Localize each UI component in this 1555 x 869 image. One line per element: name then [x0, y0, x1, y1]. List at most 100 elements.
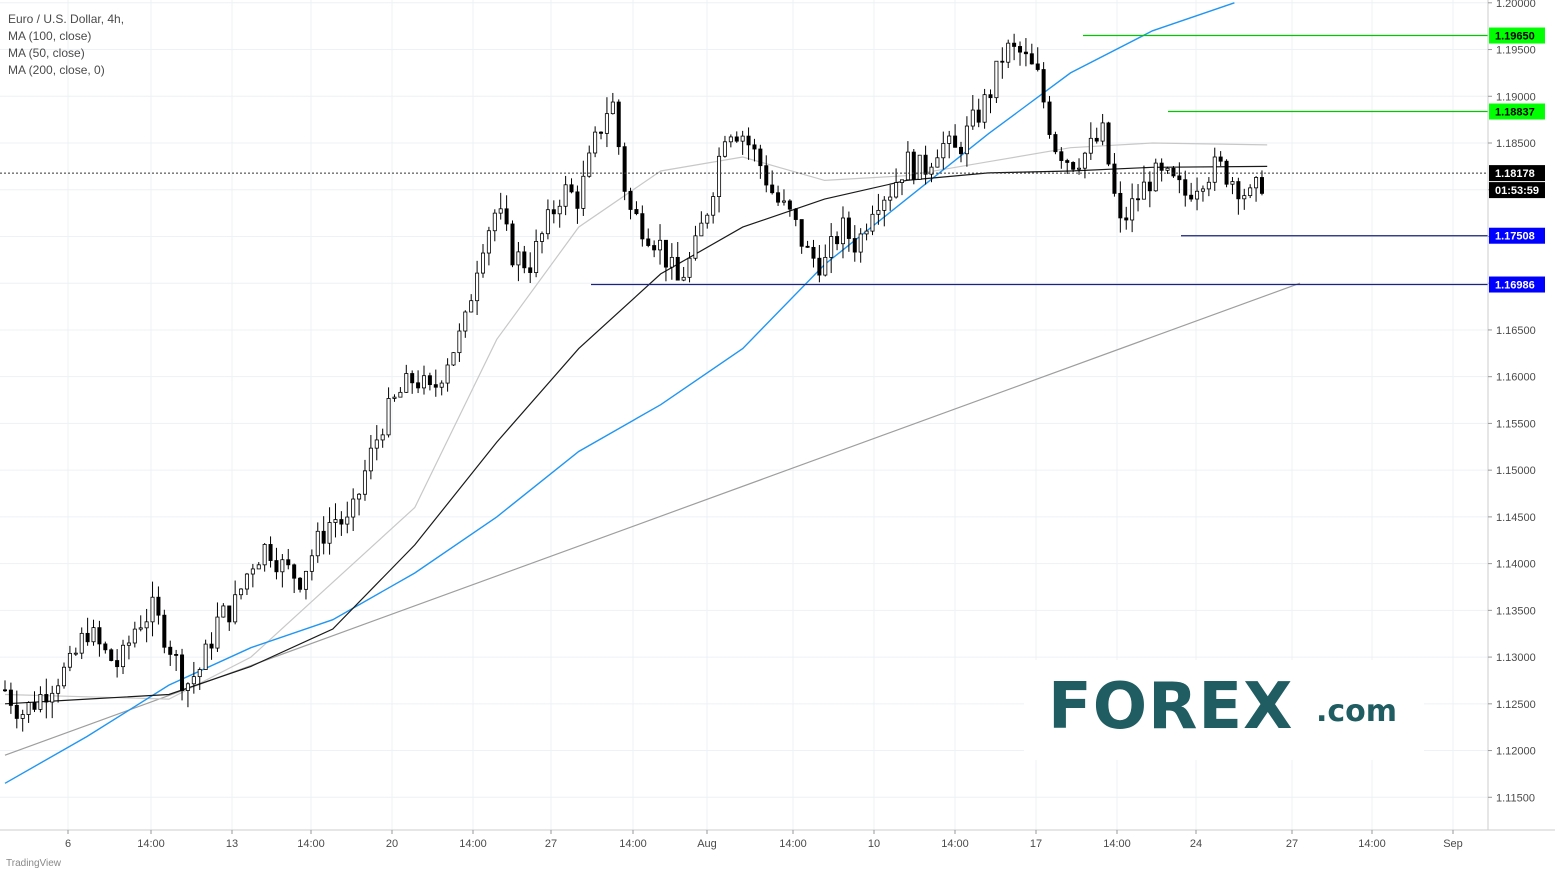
candle-body	[1053, 134, 1058, 153]
candle-body	[1094, 137, 1099, 142]
candle-body	[569, 184, 574, 193]
candle-body	[1165, 167, 1170, 171]
candle-body	[3, 689, 8, 692]
candle-body	[8, 689, 13, 706]
candle-body	[545, 209, 550, 235]
candle-body	[1177, 175, 1182, 181]
candle-body	[894, 182, 899, 198]
y-tick-label: 1.11500	[1496, 792, 1535, 804]
candle-body	[610, 101, 615, 115]
candle-body	[268, 544, 273, 561]
candle-body	[144, 621, 149, 629]
x-tick-label: 20	[386, 838, 398, 850]
candle-body	[1171, 167, 1176, 177]
candle-body	[675, 256, 680, 281]
candle-body	[91, 627, 96, 643]
candle-body	[1112, 163, 1117, 194]
legend-ma100[interactable]: MA (100, close)	[8, 29, 92, 43]
countdown-tag-bg	[1489, 182, 1545, 199]
candle-body	[1189, 194, 1194, 200]
candle-body	[787, 200, 792, 210]
candle-body	[764, 165, 769, 186]
candle-body	[1206, 181, 1211, 190]
candle-body	[398, 391, 403, 398]
candle-body	[722, 141, 727, 157]
candle-body	[445, 364, 450, 384]
candle-body	[1230, 181, 1235, 185]
support-tag-bg	[1489, 227, 1545, 244]
candle-body	[905, 151, 910, 181]
y-tick-label: 1.19500	[1496, 45, 1536, 57]
chart-grid	[0, 0, 1488, 830]
candle-body	[138, 627, 143, 630]
candle-body	[486, 230, 491, 254]
candle-body	[404, 373, 409, 393]
x-tick-label: 14:00	[941, 838, 969, 850]
logo-main-text: FOREX	[1048, 670, 1294, 744]
candle-body	[56, 685, 61, 694]
candle-body	[327, 522, 332, 544]
candle-body	[197, 669, 202, 678]
candle-body	[599, 131, 604, 134]
candle-body	[652, 245, 657, 251]
candle-body	[593, 131, 598, 154]
candle-body	[26, 702, 31, 715]
candle-body	[1118, 192, 1123, 219]
candle-body	[988, 94, 993, 99]
candle-body	[256, 564, 261, 570]
resistance-tag: 1.19650	[1495, 31, 1535, 43]
candle-body	[1254, 177, 1259, 189]
candle-body	[852, 238, 857, 253]
candle-body	[528, 267, 533, 273]
candle-body	[1248, 187, 1253, 197]
candle-body	[427, 375, 432, 386]
candle-body	[551, 209, 556, 215]
candle-body	[947, 135, 952, 144]
current-price-tag: 1.18178	[1495, 168, 1535, 180]
current-price-tag-bg	[1489, 165, 1545, 182]
candle-body	[392, 396, 397, 399]
candle-body	[923, 154, 928, 175]
candle-body	[705, 214, 710, 224]
x-tick-label: 6	[65, 838, 71, 850]
y-tick-label: 1.15000	[1496, 465, 1536, 477]
time-axis[interactable]: 6 14:00 13 14:00 20 14:00 27 14:00 Aug 14:00 10 14:…	[65, 830, 1463, 850]
candle-body	[227, 605, 232, 623]
candle-body	[73, 652, 78, 655]
candle-body	[433, 384, 438, 388]
candle-body	[1059, 151, 1064, 161]
candle-body	[770, 184, 775, 194]
candle-body	[20, 714, 25, 719]
legend-ma200[interactable]: MA (200, close, 0)	[8, 63, 105, 77]
candle-body	[1047, 101, 1052, 135]
candle-body	[362, 470, 367, 495]
candles	[3, 33, 1264, 732]
candle-body	[1236, 181, 1241, 200]
candle-body	[864, 230, 869, 235]
chart-legend: Euro / U.S. Dollar, 4h, MA (100, close) …	[8, 11, 124, 79]
candle-body	[233, 594, 238, 623]
candle-body	[1100, 122, 1105, 142]
candle-body	[504, 208, 509, 225]
candle-body	[746, 135, 751, 146]
candle-body	[929, 166, 934, 175]
resistance-tag-bg	[1489, 103, 1545, 120]
candle-body	[811, 246, 816, 259]
candle-body	[634, 209, 639, 215]
x-tick-label: 17	[1030, 838, 1042, 850]
candle-body	[781, 200, 786, 203]
candle-body	[439, 382, 444, 388]
candle-body	[534, 241, 539, 273]
legend-symbol-title[interactable]: Euro / U.S. Dollar, 4h,	[8, 12, 125, 26]
candle-body	[1159, 162, 1164, 171]
candle-body	[32, 702, 37, 710]
candle-body	[345, 516, 350, 525]
candle-body	[687, 257, 692, 278]
candle-body	[321, 530, 326, 544]
y-tick-label: 1.16000	[1496, 372, 1536, 384]
candle-body	[203, 643, 208, 670]
candle-body	[835, 236, 840, 245]
legend-ma50[interactable]: MA (50, close)	[8, 46, 85, 60]
price-axis[interactable]: 1.200001.195001.190001.185001.180001.175…	[1488, 0, 1536, 804]
